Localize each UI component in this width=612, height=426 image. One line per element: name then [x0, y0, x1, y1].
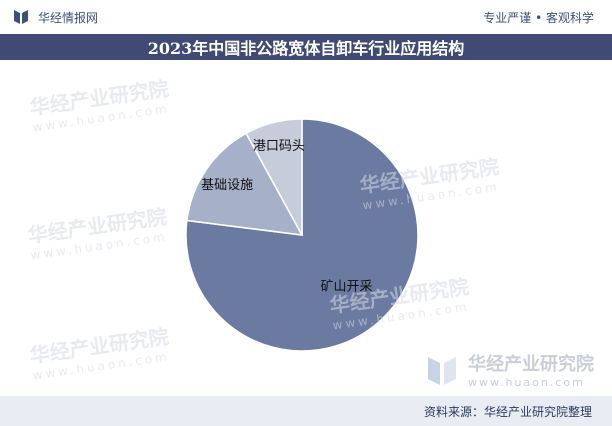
slice-label-2: 基础设施: [201, 178, 253, 193]
top-bar: 华经情报网 专业严谨 • 客观科学: [0, 0, 612, 34]
watermark-logo: 华经产业研究院 www.huaon.com: [428, 350, 594, 389]
brand-logo-icon: [14, 10, 28, 24]
footer: 资料来源：华经产业研究院整理: [0, 396, 612, 426]
chart-title-bar: 2023年中国非公路宽体自卸车行业应用结构: [0, 34, 612, 60]
brand: 华经情报网: [14, 9, 98, 26]
watermark-logo-text: 华经产业研究院: [468, 354, 594, 375]
pie-chart: 矿山开采 基础设施 港口码头: [185, 118, 419, 352]
chart-area: 华经产业研究院 www.huaon.com 华经产业研究院 www.huaon.co…: [0, 60, 612, 396]
chart-title: 2023年中国非公路宽体自卸车行业应用结构: [147, 39, 465, 58]
slogan: 专业严谨 • 客观科学: [483, 10, 594, 25]
source-note: 资料来源：华经产业研究院整理: [423, 404, 592, 419]
brand-name: 华经情报网: [38, 10, 99, 25]
watermark-logo-icon: [428, 356, 456, 385]
slice-label-1: 矿山开采: [320, 279, 372, 294]
slice-label-3: 港口码头: [253, 139, 305, 154]
watermark-logo-url: www.huaon.com: [468, 376, 585, 389]
pie-slice-3: [245, 118, 303, 236]
pie-slice-2: [186, 132, 304, 236]
